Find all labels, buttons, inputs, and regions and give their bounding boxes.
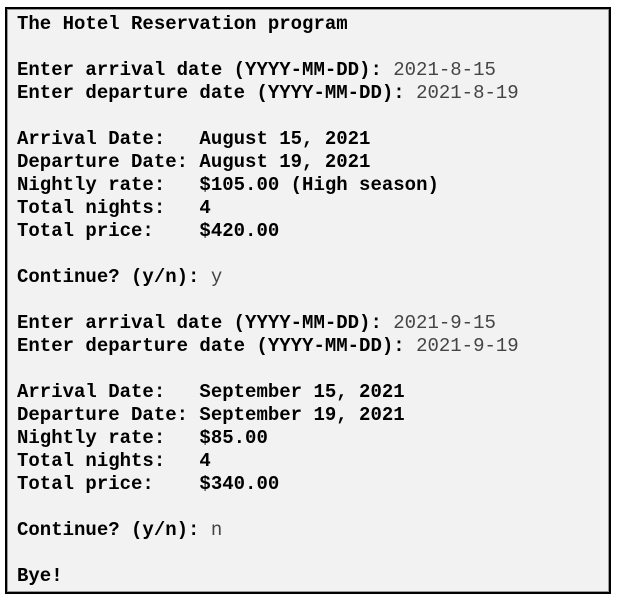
output-text: Continue? (y/n): xyxy=(17,266,200,288)
output-text: The Hotel Reservation program xyxy=(17,13,348,35)
console-line: Bye! xyxy=(17,565,609,588)
output-block: Arrival Date: September 15, 2021 Departur… xyxy=(17,381,609,496)
console-line: Continue? (y/n): y xyxy=(17,266,609,289)
user-input: 2021-9-19 xyxy=(416,335,519,357)
console-line: Departure Date: August 19, 2021 xyxy=(17,151,609,174)
console-line: Total price: $420.00 xyxy=(17,220,609,243)
user-input: 2021-8-15 xyxy=(393,59,496,81)
output-block: Arrival Date: August 15, 2021 Departure D… xyxy=(17,128,609,243)
output-text: Enter departure date (YYYY-MM-DD): xyxy=(17,82,405,104)
output-text: Arrival Date: August 15, 2021 xyxy=(17,128,371,150)
output-text: Nightly rate: $105.00 (High season) xyxy=(17,174,439,196)
console-line: Arrival Date: August 15, 2021 xyxy=(17,128,609,151)
output-block: Enter arrival date (YYYY-MM-DD): 2021-9-1… xyxy=(17,312,609,358)
console-line: Nightly rate: $105.00 (High season) xyxy=(17,174,609,197)
console-line: Total price: $340.00 xyxy=(17,473,609,496)
console-line: Arrival Date: September 15, 2021 xyxy=(17,381,609,404)
console-line: Total nights: 4 xyxy=(17,197,609,220)
console-line: The Hotel Reservation program xyxy=(17,13,609,36)
console-line: Nightly rate: $85.00 xyxy=(17,427,609,450)
output-text: Enter departure date (YYYY-MM-DD): xyxy=(17,335,405,357)
output-text: Enter arrival date (YYYY-MM-DD): xyxy=(17,312,382,334)
output-block: Continue? (y/n): n xyxy=(17,519,609,542)
user-input: y xyxy=(210,266,223,288)
console-window: The Hotel Reservation program Enter arriv… xyxy=(5,7,611,594)
output-text: Bye! xyxy=(17,565,63,587)
user-input: 2021-9-15 xyxy=(393,312,496,334)
user-input: n xyxy=(210,519,223,541)
console-line: Enter departure date (YYYY-MM-DD): 2021-8… xyxy=(17,82,609,105)
output-text: Departure Date: September 19, 2021 xyxy=(17,404,405,426)
console-line: Enter arrival date (YYYY-MM-DD): 2021-8-1… xyxy=(17,59,609,82)
output-text: Total price: $420.00 xyxy=(17,220,280,242)
output-text: Continue? (y/n): xyxy=(17,519,200,541)
output-text: Enter arrival date (YYYY-MM-DD): xyxy=(17,59,382,81)
console-line: Departure Date: September 19, 2021 xyxy=(17,404,609,427)
output-text: Arrival Date: September 15, 2021 xyxy=(17,381,405,403)
output-block: The Hotel Reservation program xyxy=(17,13,609,36)
user-input: 2021-8-19 xyxy=(416,82,519,104)
output-text: Total price: $340.00 xyxy=(17,473,280,495)
output-text: Nightly rate: $85.00 xyxy=(17,427,268,449)
console-line: Continue? (y/n): n xyxy=(17,519,609,542)
console-line: Total nights: 4 xyxy=(17,450,609,473)
output-text: Total nights: 4 xyxy=(17,197,211,219)
output-block: Continue? (y/n): y xyxy=(17,266,609,289)
output-text: Departure Date: August 19, 2021 xyxy=(17,151,371,173)
console-line: Enter departure date (YYYY-MM-DD): 2021-9… xyxy=(17,335,609,358)
output-text: Total nights: 4 xyxy=(17,450,211,472)
output-block: Enter arrival date (YYYY-MM-DD): 2021-8-1… xyxy=(17,59,609,105)
output-block: Bye! xyxy=(17,565,609,588)
console-line: Enter arrival date (YYYY-MM-DD): 2021-9-1… xyxy=(17,312,609,335)
